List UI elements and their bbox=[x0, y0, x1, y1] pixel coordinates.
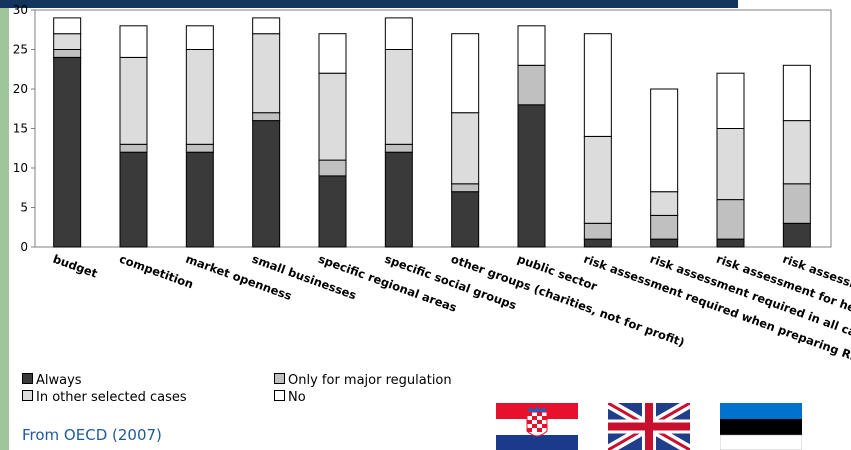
bar-segment-no bbox=[252, 17, 281, 35]
bar-segment-other-selected bbox=[53, 33, 82, 51]
bar-segment-no bbox=[517, 25, 546, 66]
bars bbox=[53, 17, 811, 248]
bar-segment-other-selected bbox=[185, 49, 214, 145]
bar-segment-no bbox=[384, 17, 413, 50]
plot-area-border bbox=[34, 9, 832, 248]
bar-segment-no bbox=[716, 72, 745, 129]
bar-segment-only-major bbox=[716, 199, 745, 240]
y-tick-label: 10 bbox=[13, 161, 28, 175]
estonia-flag-white-band bbox=[720, 434, 802, 450]
bar-segment-other-selected bbox=[650, 191, 679, 216]
bar-segment-always bbox=[650, 238, 679, 248]
bar-segment-other-selected bbox=[384, 49, 413, 145]
source-text: From OECD (2007) bbox=[22, 426, 162, 444]
legend-swatch-other-selected bbox=[22, 390, 33, 401]
united-kingdom-flag bbox=[608, 403, 690, 450]
bar-segment-always bbox=[53, 56, 82, 248]
bar-segment-other-selected bbox=[782, 120, 811, 185]
bar-segment-only-major bbox=[782, 183, 811, 224]
legend-label-other-selected: In other selected cases bbox=[36, 390, 187, 405]
croatia-flag bbox=[496, 403, 578, 450]
bar-segment-only-major bbox=[119, 143, 148, 153]
bar-segment-no bbox=[451, 33, 480, 114]
bar-segment-other-selected bbox=[252, 33, 281, 114]
header-band-gap bbox=[738, 0, 851, 8]
bar-segment-always bbox=[384, 151, 413, 248]
header-band bbox=[0, 0, 851, 8]
bar-segment-always bbox=[185, 151, 214, 248]
bar-segment-always bbox=[451, 191, 480, 248]
bar-segment-no bbox=[650, 88, 679, 193]
bar-segment-no bbox=[583, 33, 612, 137]
bar-segment-always bbox=[583, 238, 612, 248]
bar-segment-only-major bbox=[451, 183, 480, 193]
bar-segment-only-major bbox=[185, 143, 214, 153]
bar-segment-no bbox=[782, 64, 811, 122]
bar-segment-no bbox=[53, 17, 82, 35]
legend-swatch-only-major bbox=[274, 373, 285, 384]
y-tick-label: 5 bbox=[20, 201, 28, 215]
estonia-flag-blue-band bbox=[720, 403, 802, 419]
bar-segment-other-selected bbox=[716, 128, 745, 201]
bar-segment-other-selected bbox=[451, 112, 480, 185]
bar-segment-only-major bbox=[53, 49, 82, 58]
bar-segment-always bbox=[517, 104, 546, 248]
legend-swatch-always bbox=[22, 373, 33, 384]
bar-segment-only-major bbox=[318, 159, 347, 177]
bar-segment-only-major bbox=[384, 143, 413, 153]
uk-flag-red-cross bbox=[608, 403, 690, 450]
bar-segment-always bbox=[318, 175, 347, 248]
bar-segment-only-major bbox=[252, 112, 281, 122]
legend-item-other-selected: In other selected cases bbox=[22, 390, 187, 405]
bar-segment-other-selected bbox=[119, 56, 148, 145]
category-label: competition bbox=[117, 252, 195, 292]
bar-segment-no bbox=[185, 25, 214, 50]
bar-segment-always bbox=[119, 151, 148, 248]
y-tick-label: 30 bbox=[13, 3, 28, 17]
estonia-flag bbox=[720, 403, 802, 450]
croatia-flag-blue-band bbox=[496, 435, 578, 450]
estonia-flag-black-band bbox=[720, 419, 802, 435]
croatia-coat-of-arms-icon bbox=[526, 406, 548, 437]
bar-segment-only-major bbox=[517, 64, 546, 106]
legend-item-only-major: Only for major regulation bbox=[274, 373, 452, 388]
legend-label-always: Always bbox=[36, 373, 82, 388]
bar-segment-only-major bbox=[650, 214, 679, 240]
y-tick-label: 15 bbox=[13, 122, 28, 136]
y-tick-label: 25 bbox=[13, 43, 28, 57]
category-label: budget bbox=[51, 252, 100, 281]
legend-item-no: No bbox=[274, 390, 306, 405]
bar-segment-no bbox=[318, 33, 347, 74]
y-tick-label: 0 bbox=[20, 240, 28, 254]
legend-label-no: No bbox=[288, 390, 306, 405]
side-accent-strip bbox=[0, 8, 9, 450]
legend-swatch-no bbox=[274, 390, 285, 401]
legend-label-only-major: Only for major regulation bbox=[288, 373, 452, 388]
bar-segment-other-selected bbox=[318, 72, 347, 161]
y-axis: 0 5 10 15 20 25 30 bbox=[13, 3, 35, 254]
bar-segment-no bbox=[119, 25, 148, 58]
bar-segment-other-selected bbox=[583, 135, 612, 224]
y-tick-label: 20 bbox=[13, 82, 28, 96]
legend-item-always: Always bbox=[22, 373, 82, 388]
bar-segment-always bbox=[716, 238, 745, 248]
bar-segment-only-major bbox=[583, 222, 612, 240]
bar-segment-always bbox=[252, 120, 281, 248]
bar-segment-always bbox=[782, 222, 811, 248]
